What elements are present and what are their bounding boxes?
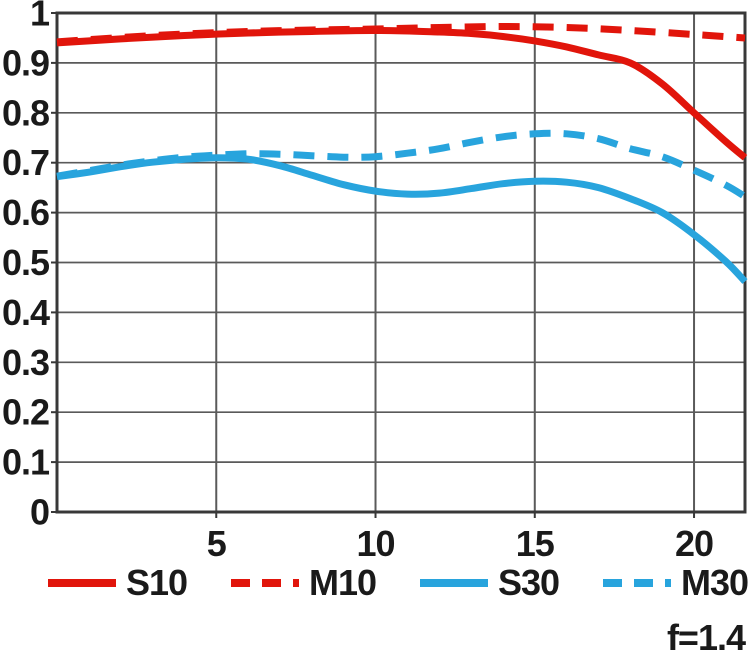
x-tick-label: 10 xyxy=(356,523,394,564)
legend-item-s10: S10 xyxy=(48,562,188,603)
legend-label-m30: M30 xyxy=(680,562,749,603)
m30-line-swatch-icon xyxy=(602,579,671,587)
y-tick-label: 0.8 xyxy=(2,92,49,133)
s30-line-swatch-icon xyxy=(419,579,488,587)
legend-label-s10: S10 xyxy=(126,562,188,603)
m10-line-swatch-icon xyxy=(231,579,299,587)
legend-item-m10: M10 xyxy=(231,562,377,603)
s10-line-swatch-icon xyxy=(48,579,116,587)
y-tick-label: 0.6 xyxy=(2,192,49,233)
y-tick-label: 0.5 xyxy=(2,242,50,283)
y-tick-label: 0.3 xyxy=(2,342,49,383)
legend-label-m10: M10 xyxy=(309,562,377,603)
plot-border xyxy=(55,11,747,514)
legend-item-s30: S30 xyxy=(419,562,560,603)
x-tick-label: 5 xyxy=(207,523,227,564)
y-tick-label: 0.1 xyxy=(2,442,50,483)
aperture-label: f=1.4 xyxy=(666,617,746,655)
y-tick-label: 0.2 xyxy=(2,392,49,433)
curve-m10 xyxy=(56,23,746,46)
y-tick-label: 0.7 xyxy=(2,142,49,183)
y-tick-label: 0 xyxy=(30,492,49,533)
x-tick-label: 20 xyxy=(675,523,713,564)
legend-label-s30: S30 xyxy=(497,562,560,603)
legend: S10 M10 S30 M30 xyxy=(48,562,749,603)
curve-s10 xyxy=(56,26,748,161)
y-tick-label: 1 xyxy=(30,0,50,34)
legend-item-m30: M30 xyxy=(602,562,749,603)
y-tick-label: 0.9 xyxy=(2,42,49,83)
x-tick-label: 15 xyxy=(516,523,555,564)
y-tick-label: 0.4 xyxy=(2,292,50,333)
curve-m30 xyxy=(56,129,747,200)
